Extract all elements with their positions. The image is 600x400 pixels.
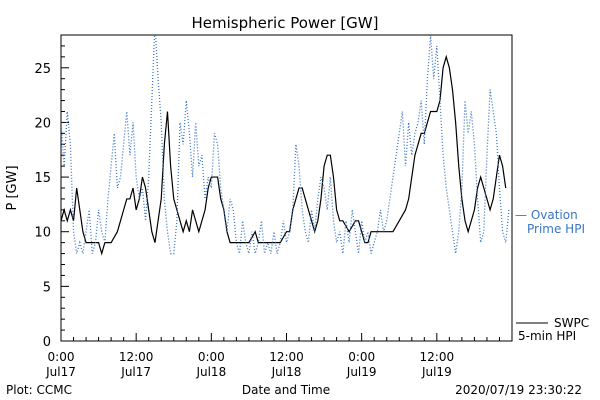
plot-source-label: Plot: CCMC: [6, 383, 72, 397]
y-axis-ticks: 0 5 10 15 20 25: [34, 34, 69, 350]
x-tick-date-label: Jul17: [45, 365, 76, 379]
legend-swpc-label: SWPC: [554, 316, 589, 330]
x-tick-date-label: Jul18: [195, 365, 226, 379]
plot-frame: [60, 34, 513, 342]
y-tick-label: 25: [34, 62, 51, 77]
y-tick-label: 0: [43, 335, 51, 350]
legend-ovation-label-line2: Prime HPI: [527, 222, 585, 236]
x-tick-date-label: Jul18: [271, 365, 302, 379]
legend-swpc-label-line2: 5-min HPI: [518, 329, 576, 343]
x-tick-time-label: 12:00: [269, 350, 304, 364]
x-tick-time-label: 0:00: [48, 350, 75, 364]
swpc-hpi-line: [61, 54, 507, 256]
plot-timestamp: 2020/07/19 23:30:22: [455, 383, 582, 397]
y-tick-label: 20: [34, 116, 51, 131]
x-tick-time-label: 12:00: [119, 350, 154, 364]
y-axis-label: P [GW]: [5, 165, 20, 210]
x-tick-time-label: 12:00: [420, 350, 455, 364]
y-tick-label: 15: [34, 171, 51, 186]
series-layer: [61, 35, 510, 256]
x-tick-date-label: Jul19: [421, 365, 452, 379]
y-tick-label: 5: [43, 280, 51, 295]
chart-title: Hemispheric Power [GW]: [192, 14, 379, 32]
x-tick-date-label: Jul19: [346, 365, 377, 379]
x-axis-ticks: 0:00Jul1712:00Jul170:00Jul1812:00Jul180:…: [45, 333, 513, 379]
x-axis-label: Date and Time: [242, 383, 330, 397]
x-tick-time-label: 0:00: [348, 350, 375, 364]
x-tick-time-label: 0:00: [198, 350, 225, 364]
y-tick-label: 10: [34, 226, 51, 241]
ovation-prime-hpi-line: [61, 35, 510, 255]
legend-ovation-label: — Ovation: [515, 208, 578, 222]
x-tick-date-label: Jul17: [120, 365, 151, 379]
